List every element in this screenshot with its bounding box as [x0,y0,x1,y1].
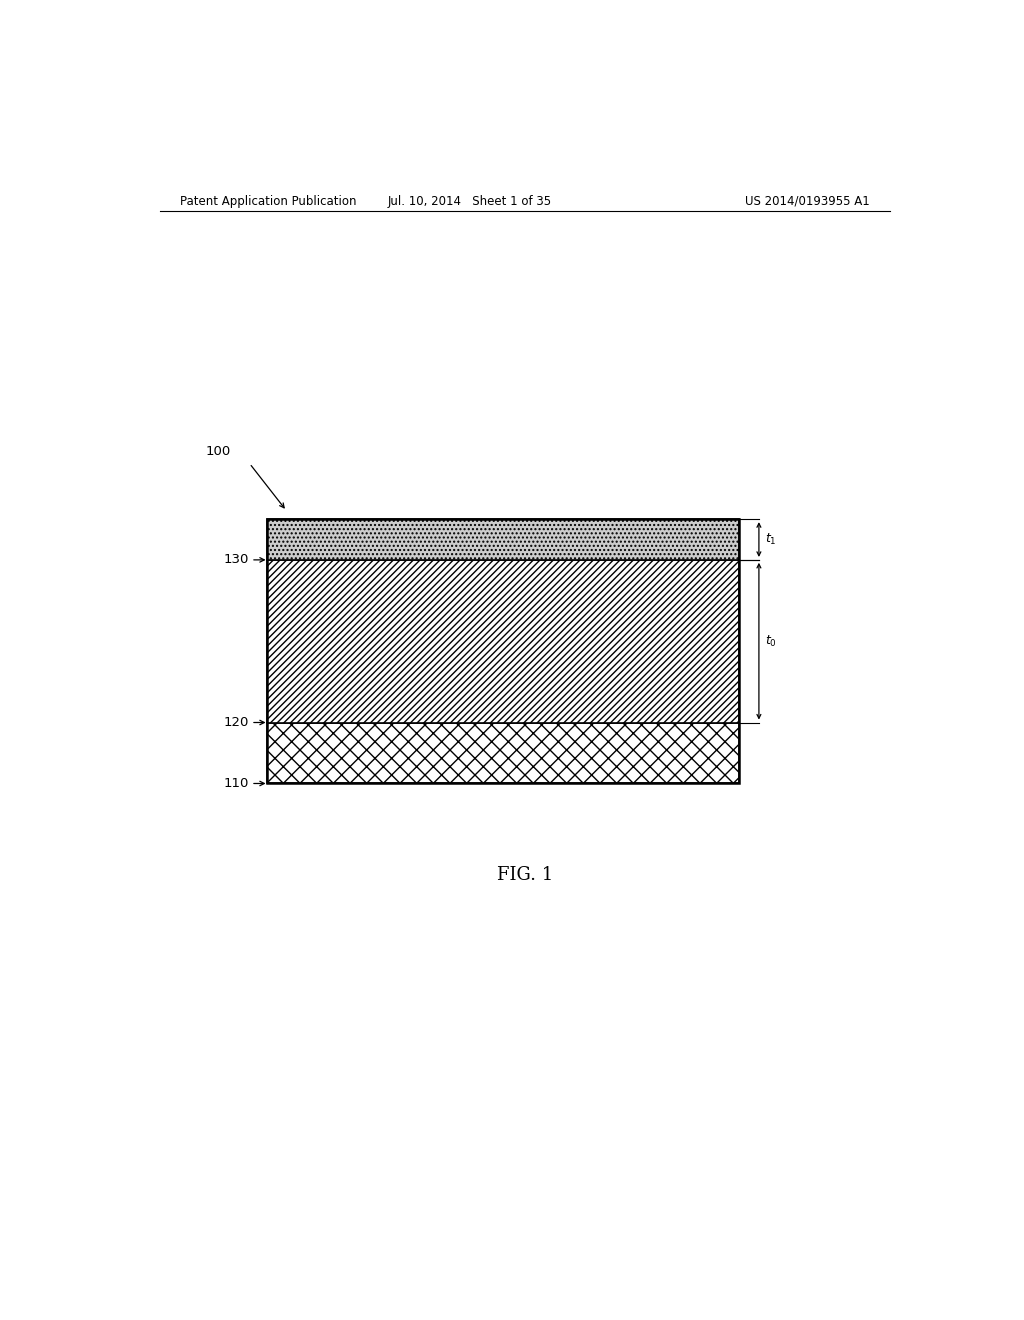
Text: Patent Application Publication: Patent Application Publication [179,194,356,207]
Text: 100: 100 [206,445,231,458]
Text: US 2014/0193955 A1: US 2014/0193955 A1 [745,194,870,207]
Bar [267,519,739,784]
Bar [267,519,739,560]
Text: $t_1$: $t_1$ [765,532,777,546]
Text: 120: 120 [223,715,249,729]
Text: Jul. 10, 2014   Sheet 1 of 35: Jul. 10, 2014 Sheet 1 of 35 [387,194,551,207]
Bar [267,722,739,784]
Text: FIG. 1: FIG. 1 [497,866,553,884]
Text: 130: 130 [223,553,249,566]
Bar [267,560,739,722]
Text: $t_0$: $t_0$ [765,634,777,648]
Text: 110: 110 [223,777,249,789]
